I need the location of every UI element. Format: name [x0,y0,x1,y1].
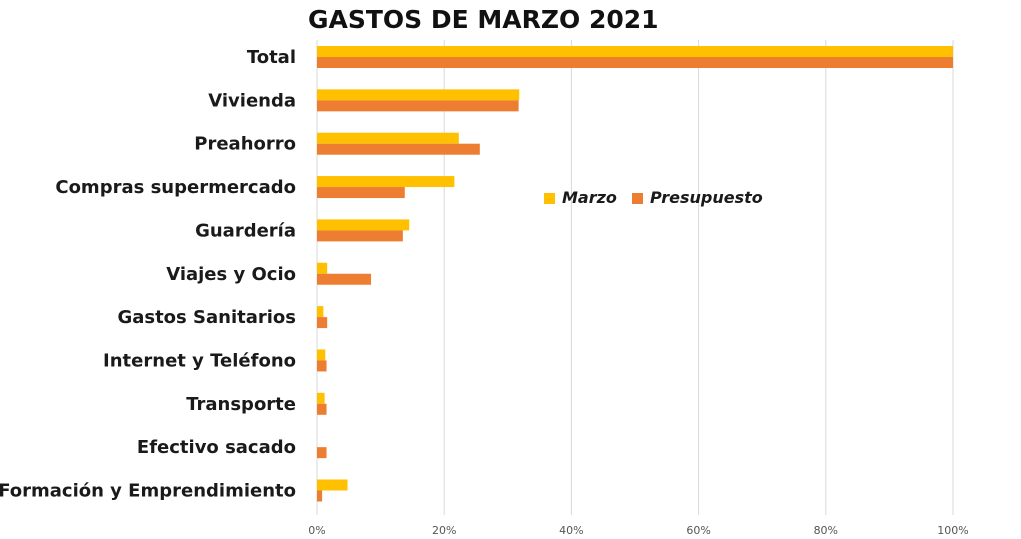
category-label-9: Efectivo sacado [137,437,296,458]
category-label-8: Transporte [186,394,296,415]
bar-presupuesto-8 [317,403,327,415]
bar-marzo-1 [317,89,520,101]
x-tick-label-1: 20% [432,524,456,537]
category-label-7: Internet y Teléfono [103,350,296,371]
legend: Marzo Presupuesto [544,188,763,207]
category-label-3: Compras supermercado [55,177,296,198]
bar-presupuesto-1 [317,100,519,112]
bar-presupuesto-4 [317,230,403,242]
x-tick-label-4: 80% [814,524,838,537]
bar-marzo-4 [317,219,410,231]
bar-presupuesto-3 [317,187,405,199]
legend-label-presupuesto: Presupuesto [650,188,763,207]
category-label-2: Preahorro [194,134,296,155]
legend-swatch-marzo [544,193,555,204]
gridlines [316,40,954,515]
category-label-4: Guardería [195,220,296,241]
bar-marzo-8 [317,392,325,404]
bar-marzo-3 [317,176,455,188]
x-tick-label-0: 0% [308,524,325,537]
bar-presupuesto-6 [317,317,328,329]
category-label-1: Vivienda [208,90,296,111]
category-label-0: Total [247,47,296,68]
bar-presupuesto-2 [317,143,480,155]
bar-marzo-6 [317,306,324,318]
bar-presupuesto-9 [317,447,327,459]
bar-marzo-7 [317,349,326,361]
bars [317,46,953,502]
legend-swatch-presupuesto [632,193,643,204]
x-tick-label-3: 60% [686,524,710,537]
bar-marzo-5 [317,262,328,274]
bar-presupuesto-10 [317,490,323,502]
bar-presupuesto-0 [317,57,953,68]
category-label-10: Formación y Emprendimiento [0,481,296,502]
bar-marzo-2 [317,132,459,144]
bar-marzo-10 [317,479,348,491]
bar-presupuesto-7 [317,360,327,372]
bar-presupuesto-5 [317,273,372,285]
x-tick-label-5: 100% [937,524,968,537]
category-labels: Total Vivienda Preahorro Compras supermerca… [0,47,296,502]
x-tick-label-2: 40% [559,524,583,537]
legend-label-marzo: Marzo [562,188,617,207]
category-label-5: Viajes y Ocio [166,264,296,285]
chart-title: GASTOS DE MARZO 2021 [308,5,659,34]
bar-marzo-0 [317,46,953,57]
x-tick-labels: 0% 20% 40% 60% 80% 100% [308,524,968,537]
category-label-6: Gastos Sanitarios [117,307,296,328]
